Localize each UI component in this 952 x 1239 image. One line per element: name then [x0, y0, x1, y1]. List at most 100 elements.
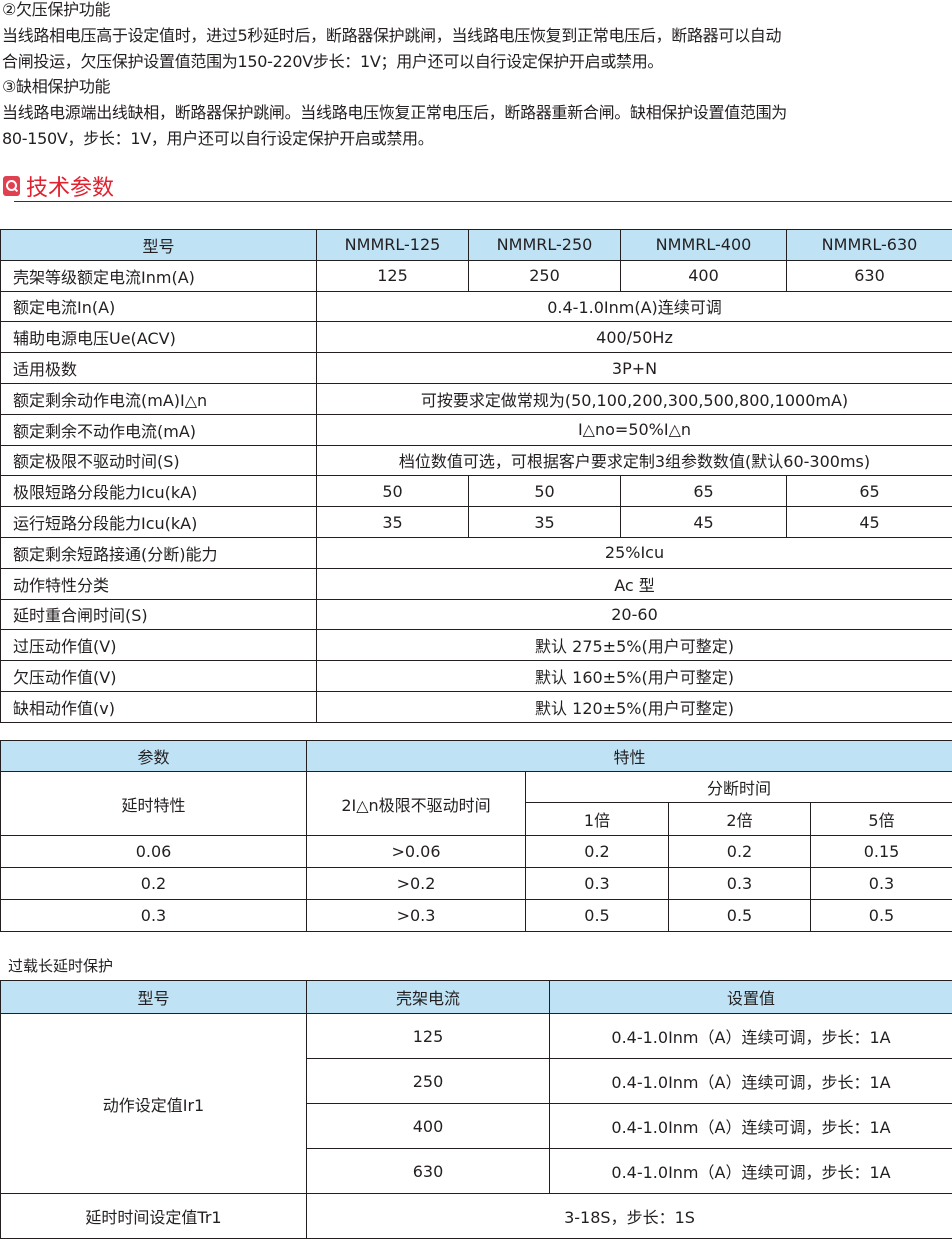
cell: 延时重合闸时间(S): [1, 599, 317, 630]
overload-caption: 过载长延时保护: [8, 955, 113, 976]
cell: 630: [307, 1149, 550, 1194]
table-row: 额定电流In(A)0.4-1.0Inm(A)连续可调: [1, 291, 952, 322]
cell: NMMRL-400: [621, 230, 787, 261]
cell: 0.4-1.0Inm（A）连续可调，步长：1A: [550, 1014, 952, 1059]
cell: 250: [469, 260, 621, 291]
cell: 0.2: [1, 868, 307, 900]
cell: 0.4-1.0Inm(A)连续可调: [317, 291, 952, 322]
cell: >0.06: [307, 836, 526, 868]
cell: 0.3: [526, 868, 669, 900]
cell: 0.15: [811, 836, 952, 868]
cell: 动作设定值Ir1: [1, 1014, 307, 1194]
cell: 0.3: [1, 900, 307, 932]
cell: 0.3: [669, 868, 811, 900]
cell: 额定剩余短路接通(分断)能力: [1, 537, 317, 568]
header-cell: 壳架电流: [307, 981, 550, 1014]
cell: 630: [787, 260, 952, 291]
cell: 45: [621, 507, 787, 538]
cell: >0.2: [307, 868, 526, 900]
cell: 过压动作值(V): [1, 630, 317, 661]
cell: 0.5: [526, 900, 669, 932]
cell: 250: [307, 1059, 550, 1104]
cell: 125: [307, 1014, 550, 1059]
cell: 50: [317, 476, 469, 507]
cell: 辅助电源电压Ue(ACV): [1, 322, 317, 353]
undervoltage-text: 合闸投运，欠压保护设置值范围为150-220V步长：1V；用户还可以自行设定保护…: [2, 52, 663, 72]
header-cell: 设置值: [550, 981, 952, 1014]
table-row: 缺相动作值(v)默认 120±5%(用户可整定): [1, 691, 952, 722]
section-heading: 技术参数: [3, 170, 114, 202]
table-row: 额定极限不驱动时间(S)档位数值可选，可根据客户要求定制3组参数数值(默认60-…: [1, 445, 952, 476]
cell: 50: [469, 476, 621, 507]
cell: 3P+N: [317, 353, 952, 384]
cell: 5倍: [811, 803, 952, 836]
cell: 0.2: [669, 836, 811, 868]
header-cell: 参数: [1, 741, 307, 772]
cell: 1倍: [526, 803, 669, 836]
cell: NMMRL-250: [469, 230, 621, 261]
cell: NMMRL-125: [317, 230, 469, 261]
cell: 0.2: [526, 836, 669, 868]
cell: 默认 275±5%(用户可整定): [317, 630, 952, 661]
cell: 额定极限不驱动时间(S): [1, 445, 317, 476]
cell: 35: [317, 507, 469, 538]
cell: 0.5: [811, 900, 952, 932]
cell: 125: [317, 260, 469, 291]
delay-table: 参数 特性 延时特性 2I△n极限不驱动时间 分断时间 1倍 2倍 5倍 0.0…: [0, 740, 952, 932]
section-title: 技术参数: [26, 170, 114, 202]
cell: I△no=50%I△n: [317, 414, 952, 445]
cell: 20-60: [317, 599, 952, 630]
cell: NMMRL-630: [787, 230, 952, 261]
cell: 0.4-1.0Inm（A）连续可调，步长：1A: [550, 1149, 952, 1194]
phase-loss-text: 当线路电源端出线缺相，断路器保护跳闸。当线路电压恢复正常电压后，断路器重新合闸。…: [2, 103, 787, 123]
cell: 延时特性: [1, 772, 307, 836]
cell: Ac 型: [317, 568, 952, 599]
table-row: 延时重合闸时间(S)20-60: [1, 599, 952, 630]
cell: 额定剩余不动作电流(mA): [1, 414, 317, 445]
cell: 分断时间: [526, 772, 952, 803]
cell: 默认 160±5%(用户可整定): [317, 661, 952, 692]
cell: >0.3: [307, 900, 526, 932]
divider: [14, 201, 952, 202]
phase-loss-text: 80-150V，步长：1V，用户还可以自行设定保护开启或禁用。: [2, 129, 433, 149]
cell: 3-18S，步长：1S: [307, 1194, 952, 1239]
cell: 35: [469, 507, 621, 538]
phase-loss-title: ③缺相保护功能: [2, 77, 110, 97]
header-cell: 特性: [307, 741, 952, 772]
cell: 0.4-1.0Inm（A）连续可调，步长：1A: [550, 1059, 952, 1104]
cell: 0.5: [669, 900, 811, 932]
cell: 适用极数: [1, 353, 317, 384]
cell: 25%Icu: [317, 537, 952, 568]
cell: 0.3: [811, 868, 952, 900]
cell: 65: [621, 476, 787, 507]
cell: 400/50Hz: [317, 322, 952, 353]
cell: 档位数值可选，可根据客户要求定制3组参数数值(默认60-300ms): [317, 445, 952, 476]
cell: 缺相动作值(v): [1, 691, 317, 722]
search-icon: [3, 176, 20, 196]
cell: 动作特性分类: [1, 568, 317, 599]
cell: 400: [307, 1104, 550, 1149]
cell: 额定剩余动作电流(mA)I△n: [1, 383, 317, 414]
cell: 壳架等级额定电流Inm(A): [1, 260, 317, 291]
cell: 65: [787, 476, 952, 507]
undervoltage-title: ②欠压保护功能: [2, 0, 110, 20]
table-row: 过压动作值(V)默认 275±5%(用户可整定): [1, 630, 952, 661]
table-row: 额定剩余不动作电流(mA)I△no=50%I△n: [1, 414, 952, 445]
cell: 欠压动作值(V): [1, 661, 317, 692]
cell: 延时时间设定值Tr1: [1, 1194, 307, 1239]
cell: 2倍: [669, 803, 811, 836]
cell: 2I△n极限不驱动时间: [307, 772, 526, 836]
